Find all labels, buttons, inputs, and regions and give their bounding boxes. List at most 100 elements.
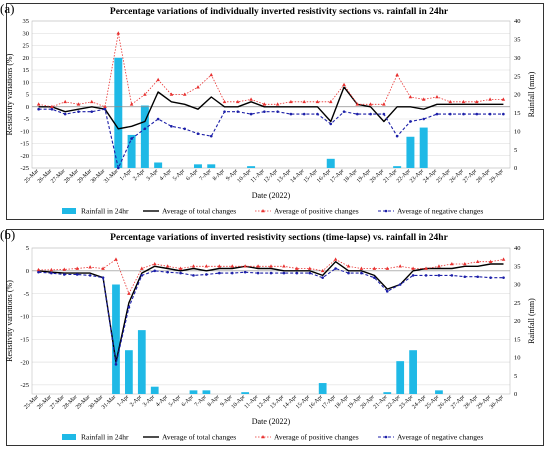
rainfall-bar xyxy=(112,284,120,394)
data-point xyxy=(140,266,144,270)
data-point xyxy=(62,273,66,276)
data-point xyxy=(346,264,351,268)
y2-tick-label: 20 xyxy=(514,92,521,99)
y-tick-label: -10 xyxy=(20,314,29,321)
data-point xyxy=(50,107,54,111)
data-point xyxy=(421,97,426,101)
x-tick-label: 5-Apr xyxy=(168,394,182,408)
y2-tick-label: 40 xyxy=(514,18,521,25)
data-point xyxy=(37,107,40,111)
x-tick-label: 4-Apr xyxy=(159,168,173,182)
data-point xyxy=(450,274,454,277)
data-point xyxy=(249,97,253,101)
data-point xyxy=(269,271,273,275)
rainfall-bar xyxy=(127,134,136,168)
panel-letter: (a) xyxy=(0,1,15,16)
data-point xyxy=(192,274,195,277)
data-point xyxy=(191,264,196,268)
data-point xyxy=(49,267,54,272)
data-point xyxy=(276,110,279,113)
data-point xyxy=(236,99,240,104)
y-tick-label: -15 xyxy=(20,141,29,148)
data-point xyxy=(302,112,306,116)
data-point xyxy=(437,264,441,268)
data-point xyxy=(411,266,415,270)
rainfall-bar xyxy=(193,164,202,168)
data-point xyxy=(101,276,105,279)
data-point xyxy=(179,271,182,275)
data-point xyxy=(289,99,293,104)
rainfall-bar xyxy=(318,383,327,394)
y2-tick-label: 35 xyxy=(514,37,521,44)
data-point xyxy=(355,102,360,106)
data-point xyxy=(488,112,492,116)
data-point xyxy=(295,271,299,275)
data-point xyxy=(183,127,186,131)
y-tick-label: 25 xyxy=(23,43,30,50)
data-point xyxy=(143,127,147,131)
data-point xyxy=(475,112,479,116)
data-point xyxy=(275,102,280,106)
y-tick-label: 30 xyxy=(23,30,30,37)
rainfall-bar xyxy=(202,390,211,394)
y-tick-label: -5 xyxy=(24,116,29,123)
data-point xyxy=(307,266,312,270)
chart-title: Percentage variations of inverted resist… xyxy=(110,232,448,243)
data-point xyxy=(385,290,389,293)
data-point xyxy=(289,112,293,116)
x-tick-label: 7-Apr xyxy=(194,394,208,408)
chart-title: Percentage variations of individually in… xyxy=(110,7,449,17)
x-tick-label: 6-Apr xyxy=(181,394,195,408)
y-tick-label: 0 xyxy=(26,104,29,111)
data-point xyxy=(230,264,235,268)
data-point xyxy=(398,264,402,268)
data-point xyxy=(127,291,131,295)
y2-tick-label: 25 xyxy=(514,300,521,307)
data-point xyxy=(320,268,325,273)
data-point xyxy=(249,112,253,116)
legend-swatch xyxy=(62,208,76,214)
series-line xyxy=(38,261,504,363)
x-tick-label: 8-Apr xyxy=(212,168,226,182)
data-point xyxy=(127,306,131,309)
data-point xyxy=(435,112,439,116)
y2-tick-label: 0 xyxy=(514,391,517,398)
rainfall-bar xyxy=(114,57,123,168)
data-point xyxy=(359,266,364,270)
data-point xyxy=(315,99,320,104)
y-tick-label: -20 xyxy=(20,153,29,160)
data-point xyxy=(488,259,493,263)
data-point xyxy=(156,77,160,82)
data-point xyxy=(129,102,134,106)
y-tick-label: 5 xyxy=(26,92,29,99)
data-point xyxy=(165,264,170,268)
data-point xyxy=(462,112,465,116)
x-tick-label: 31-Mar xyxy=(103,168,120,185)
data-point xyxy=(489,276,492,279)
data-point xyxy=(463,275,467,279)
data-point xyxy=(243,270,247,274)
x-tick-label: 2-Apr xyxy=(129,394,143,408)
y-axis-label: Resistivity variations (%) xyxy=(5,280,14,362)
rainfall-bar xyxy=(140,105,149,168)
plot-area xyxy=(31,247,511,395)
data-point xyxy=(476,275,480,279)
legend-label: Average of positive changes xyxy=(274,433,359,442)
data-point xyxy=(502,112,505,116)
data-point xyxy=(308,271,312,275)
x-tick-label: 3-Apr xyxy=(146,168,160,182)
data-point xyxy=(63,112,67,116)
data-point xyxy=(501,97,506,101)
data-point xyxy=(223,110,226,113)
data-point xyxy=(382,102,386,106)
plot-area xyxy=(31,20,511,169)
data-point xyxy=(153,269,157,273)
rainfall-bar xyxy=(396,361,405,394)
x-tick-label: 29-Apr xyxy=(489,168,505,184)
data-point xyxy=(196,85,200,89)
data-point xyxy=(50,104,54,109)
data-point xyxy=(424,266,428,270)
data-point xyxy=(88,265,92,269)
y-tick-label: 5 xyxy=(26,245,29,252)
y-tick-label: -25 xyxy=(20,165,29,172)
